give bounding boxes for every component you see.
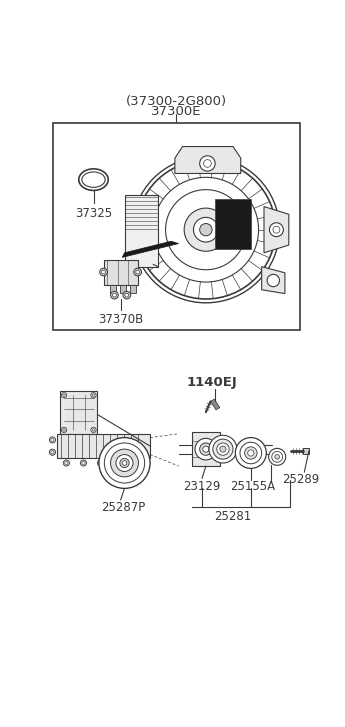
- Circle shape: [213, 439, 233, 459]
- Circle shape: [195, 438, 217, 460]
- Polygon shape: [175, 147, 241, 174]
- Circle shape: [116, 462, 119, 465]
- Text: 25155A: 25155A: [230, 481, 275, 494]
- Circle shape: [97, 460, 104, 466]
- Circle shape: [102, 270, 106, 274]
- Polygon shape: [262, 267, 285, 294]
- Text: 37300E: 37300E: [151, 105, 202, 118]
- Circle shape: [134, 268, 141, 276]
- Bar: [120, 285, 126, 293]
- Text: 25281: 25281: [214, 510, 252, 523]
- Circle shape: [104, 443, 145, 483]
- Circle shape: [80, 460, 87, 466]
- Text: 25287P: 25287P: [101, 501, 145, 514]
- Circle shape: [235, 438, 266, 468]
- Circle shape: [122, 461, 127, 465]
- Circle shape: [112, 293, 116, 297]
- Text: 23129: 23129: [183, 480, 221, 493]
- Circle shape: [200, 156, 215, 171]
- Circle shape: [92, 429, 95, 431]
- Circle shape: [63, 460, 69, 466]
- Text: 25289: 25289: [283, 473, 320, 486]
- Bar: [125, 195, 158, 267]
- Circle shape: [184, 208, 228, 252]
- Circle shape: [110, 292, 118, 299]
- Circle shape: [92, 394, 95, 396]
- Circle shape: [136, 270, 140, 274]
- Circle shape: [269, 449, 286, 465]
- Circle shape: [248, 450, 254, 456]
- Polygon shape: [264, 206, 289, 253]
- Circle shape: [61, 393, 67, 398]
- Circle shape: [99, 462, 102, 465]
- Circle shape: [115, 460, 121, 466]
- Circle shape: [120, 459, 129, 467]
- Circle shape: [123, 292, 131, 299]
- Circle shape: [203, 446, 209, 452]
- Circle shape: [91, 393, 96, 398]
- Bar: [110, 285, 116, 293]
- Circle shape: [82, 462, 85, 465]
- Circle shape: [217, 443, 229, 455]
- Circle shape: [204, 160, 211, 167]
- Ellipse shape: [79, 169, 108, 190]
- Bar: [53, 124, 300, 330]
- Circle shape: [275, 454, 279, 459]
- Bar: [57, 434, 150, 459]
- Circle shape: [240, 442, 262, 464]
- Circle shape: [267, 274, 279, 286]
- Bar: [130, 285, 136, 293]
- Ellipse shape: [82, 172, 105, 188]
- Circle shape: [132, 156, 279, 303]
- Circle shape: [133, 462, 136, 465]
- Text: 1140EJ: 1140EJ: [187, 377, 237, 390]
- Polygon shape: [122, 241, 179, 257]
- Bar: [104, 260, 138, 285]
- Polygon shape: [303, 448, 309, 454]
- Circle shape: [194, 217, 218, 242]
- Circle shape: [116, 454, 133, 472]
- Circle shape: [51, 451, 54, 454]
- Circle shape: [209, 435, 237, 463]
- Circle shape: [49, 449, 56, 455]
- Circle shape: [166, 190, 246, 270]
- Circle shape: [269, 222, 283, 236]
- Circle shape: [200, 223, 212, 236]
- Circle shape: [131, 460, 138, 466]
- Polygon shape: [215, 199, 251, 249]
- Circle shape: [200, 443, 212, 455]
- Bar: [192, 432, 220, 466]
- Circle shape: [65, 462, 68, 465]
- Text: 37370B: 37370B: [98, 313, 143, 326]
- Circle shape: [100, 268, 107, 276]
- Circle shape: [63, 429, 65, 431]
- Circle shape: [99, 438, 150, 489]
- Circle shape: [245, 447, 257, 459]
- Circle shape: [220, 446, 226, 452]
- Circle shape: [49, 437, 56, 443]
- Circle shape: [110, 449, 138, 477]
- Text: (37300-2G800): (37300-2G800): [126, 95, 227, 108]
- Circle shape: [91, 427, 96, 433]
- Circle shape: [61, 427, 67, 433]
- Circle shape: [273, 226, 280, 233]
- Circle shape: [51, 438, 54, 441]
- Circle shape: [272, 451, 283, 462]
- Circle shape: [63, 394, 65, 396]
- Polygon shape: [210, 399, 220, 410]
- Bar: [60, 391, 97, 434]
- Circle shape: [125, 293, 129, 297]
- Text: 37325: 37325: [75, 207, 112, 220]
